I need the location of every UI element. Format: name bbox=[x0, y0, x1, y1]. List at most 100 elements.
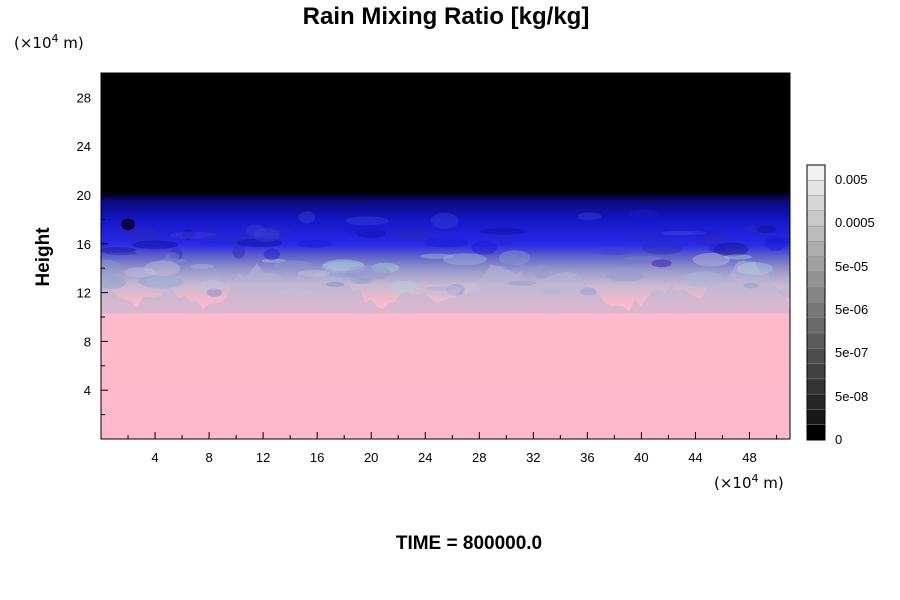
texture-blob bbox=[261, 258, 286, 263]
texture-blob bbox=[622, 256, 663, 262]
x-axis: 4 8 12 16 20 24 28 32 36 40 44 48 bbox=[127, 432, 777, 465]
texture-blob bbox=[737, 262, 774, 275]
colorbar-swatch bbox=[807, 394, 825, 410]
colorbar-swatch bbox=[807, 302, 825, 319]
colorbar-swatch bbox=[807, 409, 825, 426]
colorbar-swatch bbox=[807, 424, 825, 441]
x-tick-label: 8 bbox=[205, 450, 212, 465]
x-tick-label: 48 bbox=[742, 450, 756, 465]
texture-blob bbox=[143, 260, 180, 277]
chart-title: Rain Mixing Ratio [kg/kg] bbox=[303, 3, 590, 30]
texture-blob bbox=[182, 229, 196, 241]
texture-blob bbox=[713, 242, 749, 257]
x-tick-label: 24 bbox=[418, 450, 432, 465]
texture-blob bbox=[426, 286, 457, 291]
texture-blob bbox=[274, 260, 313, 271]
texture-blob bbox=[190, 263, 215, 270]
x-tick-label: 20 bbox=[364, 450, 378, 465]
texture-blob bbox=[277, 288, 316, 297]
texture-blob bbox=[169, 248, 183, 262]
texture-blob bbox=[246, 224, 266, 238]
field-background bbox=[101, 73, 790, 439]
texture-blob bbox=[253, 228, 280, 243]
x-tick-label: 40 bbox=[634, 450, 648, 465]
mixing-layer bbox=[101, 260, 790, 314]
texture-blob bbox=[580, 287, 597, 296]
texture-blob bbox=[663, 230, 708, 236]
y-axis-unit: (×104 m) bbox=[14, 32, 84, 52]
y-axis-label: Height bbox=[33, 227, 54, 287]
texture-blob bbox=[497, 238, 513, 243]
colorbar-swatch bbox=[807, 363, 825, 380]
colorbar-label: 0.0005 bbox=[835, 215, 875, 230]
x-tick-label: 12 bbox=[256, 450, 270, 465]
texture-blob bbox=[263, 248, 281, 261]
texture-blob bbox=[200, 280, 225, 291]
texture-blob bbox=[105, 251, 137, 256]
texture-blob bbox=[101, 275, 127, 289]
texture-blob bbox=[743, 282, 759, 289]
texture-blob bbox=[480, 228, 525, 235]
texture-blob bbox=[361, 222, 386, 232]
time-label: TIME = 800000.0 bbox=[396, 533, 542, 554]
texture-blob bbox=[446, 283, 465, 296]
texture-blob bbox=[500, 260, 516, 270]
x-tick-label: 36 bbox=[580, 450, 594, 465]
texture-blob bbox=[236, 238, 283, 248]
y-tick-label: 16 bbox=[77, 237, 91, 252]
texture-blob bbox=[126, 226, 159, 242]
texture-blob bbox=[325, 271, 367, 278]
colorbar-swatch bbox=[807, 195, 825, 212]
texture-blob bbox=[765, 237, 790, 244]
heatmap-field bbox=[101, 73, 790, 439]
texture-blob bbox=[403, 219, 434, 229]
colorbar-swatch bbox=[807, 256, 825, 273]
texture-blob bbox=[389, 227, 435, 241]
texture-blob bbox=[498, 250, 531, 266]
texture-blob bbox=[138, 274, 184, 288]
texture-blob bbox=[708, 242, 726, 253]
texture-blob bbox=[692, 252, 731, 267]
texture-vortex bbox=[651, 259, 672, 268]
y-tick-label: 8 bbox=[84, 334, 91, 349]
texture-blob bbox=[659, 231, 694, 236]
colorbar-label: 5e-07 bbox=[835, 345, 868, 360]
colorbar-swatch bbox=[807, 165, 825, 181]
colorbar-label: 5e-06 bbox=[835, 302, 868, 317]
texture-blob bbox=[204, 275, 227, 286]
colorbar-swatch bbox=[807, 348, 825, 364]
texture-blob bbox=[355, 228, 386, 238]
texture-blob bbox=[628, 233, 662, 240]
texture-blob bbox=[160, 258, 187, 263]
texture-blob bbox=[696, 230, 722, 241]
colorbar-swatch bbox=[807, 226, 825, 242]
colorbar-swatch bbox=[807, 180, 825, 196]
colorbar-label: 5e-05 bbox=[835, 259, 868, 274]
texture-blob bbox=[201, 235, 243, 244]
texture-blob bbox=[164, 252, 180, 262]
x-axis-unit: (×104 m) bbox=[714, 472, 784, 492]
texture-blob bbox=[124, 267, 156, 278]
colorbar-label: 0.005 bbox=[835, 172, 868, 187]
texture-blob bbox=[534, 264, 549, 279]
texture-blob bbox=[424, 237, 469, 248]
texture-blob bbox=[724, 254, 752, 260]
x-tick-label: 16 bbox=[310, 450, 324, 465]
texture-blob bbox=[682, 271, 725, 288]
texture-blob bbox=[232, 242, 246, 259]
texture-blob bbox=[702, 262, 724, 268]
texture-blob bbox=[471, 240, 498, 255]
y-tick-label: 12 bbox=[77, 286, 91, 301]
y-tick-label: 4 bbox=[84, 383, 91, 398]
texture-blob bbox=[464, 283, 483, 294]
texture-blob bbox=[423, 284, 461, 297]
texture-blob bbox=[442, 253, 488, 266]
y-tick-label: 20 bbox=[77, 188, 91, 203]
texture-vortex bbox=[121, 218, 136, 231]
texture-blob bbox=[344, 224, 386, 236]
texture-blob bbox=[321, 261, 367, 273]
texture-blob bbox=[745, 225, 761, 233]
y-tick-label: 24 bbox=[77, 139, 91, 154]
texture-blob bbox=[577, 212, 602, 221]
